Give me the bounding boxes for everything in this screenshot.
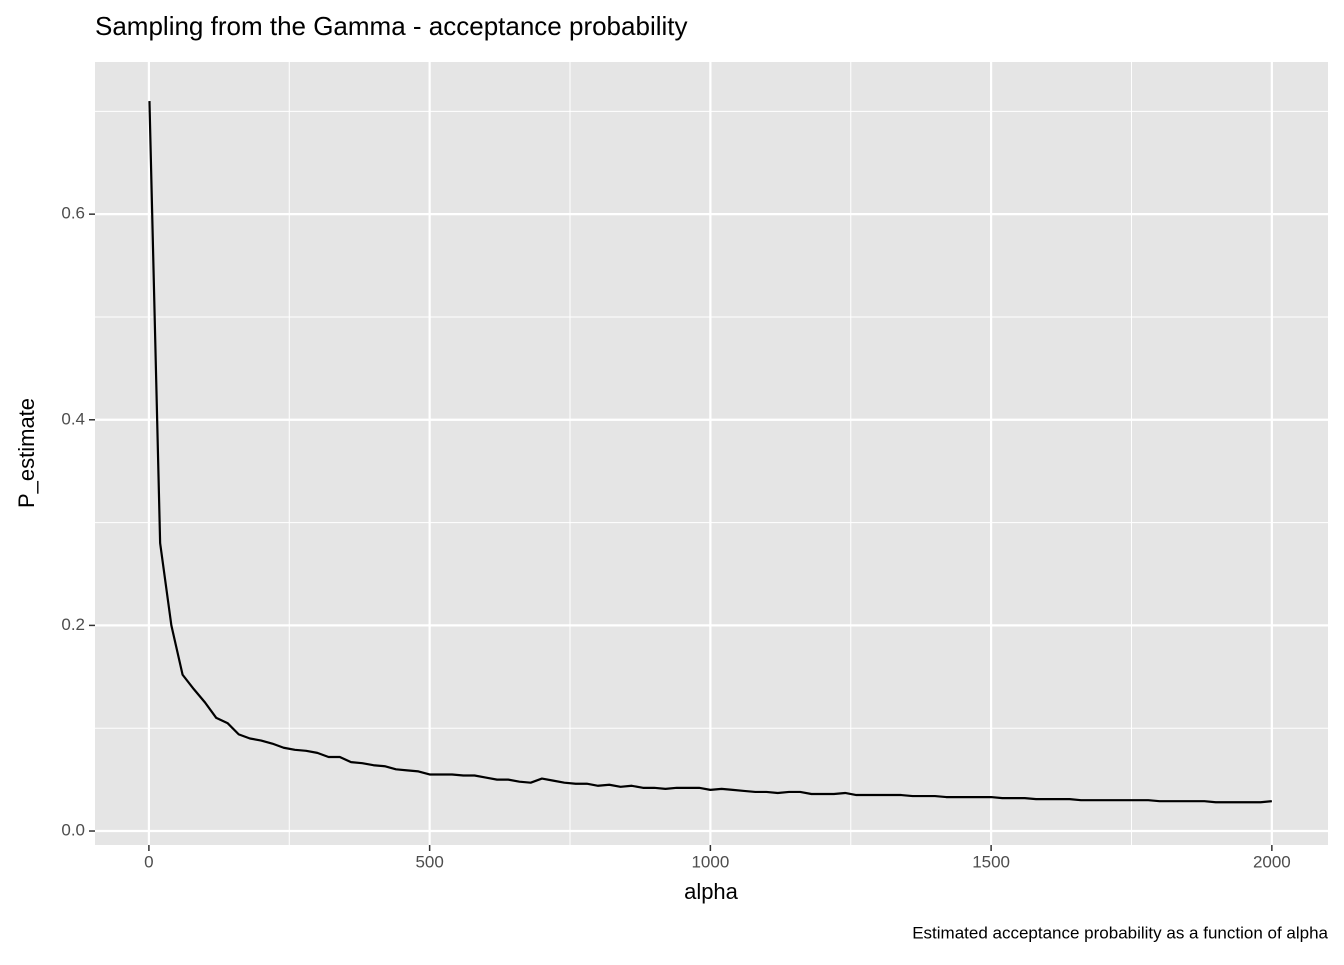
y-tick-label: 0.4	[61, 409, 85, 428]
caption: Estimated acceptance probability as a fu…	[912, 923, 1328, 942]
line-series	[148, 101, 1272, 804]
panel	[95, 62, 1328, 845]
chart-title: Sampling from the Gamma - acceptance pro…	[95, 11, 688, 41]
x-axis-title: alpha	[684, 879, 739, 904]
y-axis-title: P_estimate	[14, 398, 39, 508]
y-tick-label: 0.2	[61, 615, 85, 634]
x-tick-label: 500	[415, 852, 443, 871]
x-tick-label: 1500	[972, 852, 1010, 871]
x-tick-label: 0	[144, 852, 153, 871]
y-tick-label: 0.6	[61, 204, 85, 223]
y-tick-label: 0.0	[61, 821, 85, 840]
x-tick-label: 1000	[691, 852, 729, 871]
x-tick-label: 2000	[1253, 852, 1291, 871]
